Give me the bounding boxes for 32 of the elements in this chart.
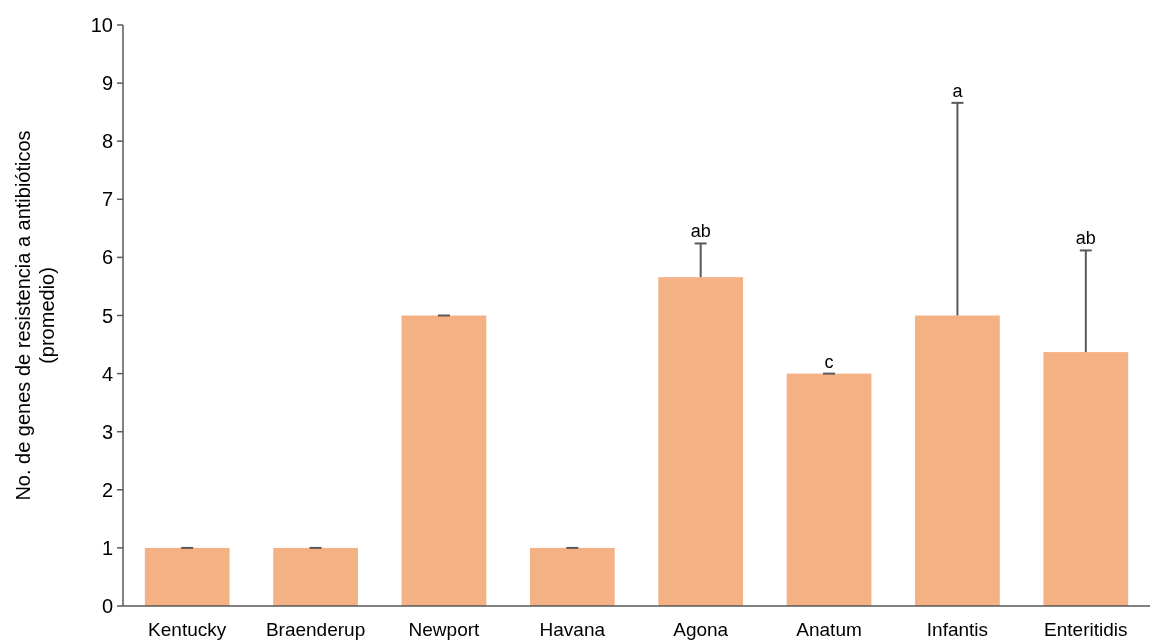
y-tick-label: 1 [101, 536, 113, 559]
y-tick-label: 6 [101, 246, 113, 269]
bar [529, 547, 615, 606]
y-tick-label: 9 [101, 72, 113, 95]
y-tick-label: 10 [90, 14, 113, 36]
bar [786, 373, 872, 606]
x-tick-label: Infantis [926, 619, 989, 640]
bar [144, 547, 230, 606]
x-tick-label: Braenderup [265, 619, 366, 640]
annotation: ab [1075, 228, 1096, 249]
y-tick-label: 7 [101, 188, 113, 211]
annotation: c [824, 351, 834, 372]
annotation: a [952, 80, 964, 101]
bar [1043, 352, 1129, 606]
x-tick-label: Enteritidis [1044, 619, 1128, 640]
y-tick-label: 2 [101, 478, 113, 501]
x-tick-label: Havana [539, 619, 606, 640]
x-tick-label: Newport [408, 619, 481, 640]
y-tick-label: 3 [101, 420, 113, 443]
x-tick-label: Anatum [796, 619, 862, 640]
y-tick-label: 5 [101, 304, 113, 327]
y-tick-label: 8 [101, 130, 113, 153]
x-tick-label: Kentucky [148, 619, 227, 640]
y-tick-label: 0 [101, 595, 113, 617]
y-axis-title: No. de genes de resistencia a antibióticos (promedio) [12, 130, 58, 501]
bar [273, 547, 358, 606]
x-tick-label: Agona [673, 619, 729, 640]
bar [915, 315, 1000, 606]
annotation: ab [690, 221, 711, 242]
bar [658, 277, 744, 606]
y-tick-label: 4 [101, 362, 113, 385]
bar [401, 315, 487, 606]
